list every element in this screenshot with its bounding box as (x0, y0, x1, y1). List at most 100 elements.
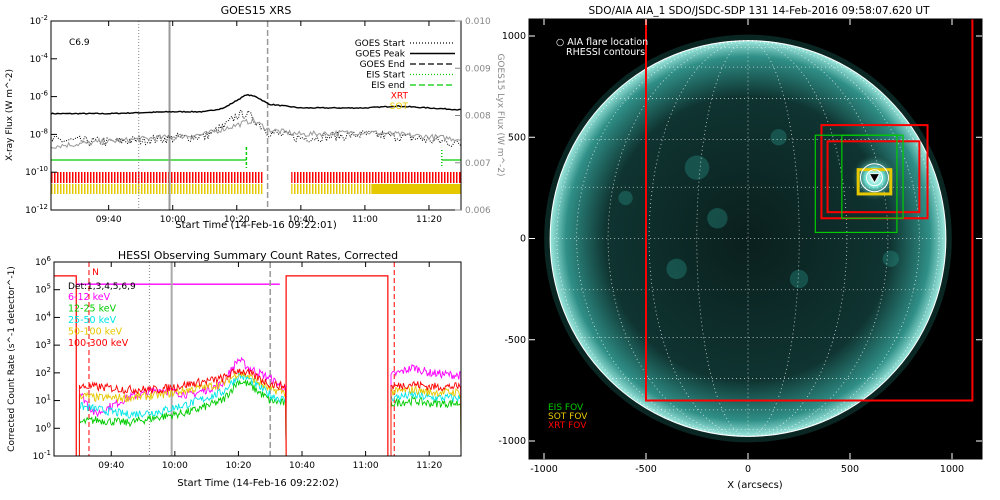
goes-curve-1 (51, 109, 461, 147)
aia-annotation-2: RHESSI contours (566, 47, 645, 58)
goes-legend-label: GOES Peak (355, 50, 405, 60)
hessi-y-tick-label: 102 (35, 366, 51, 379)
goes-y-tick-label: 10-2 (30, 14, 48, 27)
aia-y-tick-label: 500 (508, 132, 526, 143)
aia-active-region (666, 258, 687, 280)
hessi-legend-label: 6-12 keV (68, 292, 111, 303)
goes-x-axis-label: Start Time (14-Feb-16 09:22:01) (175, 220, 337, 231)
hessi-curve-4 (78, 368, 287, 456)
xrt-observation-strip (51, 172, 263, 183)
aia-active-region (789, 269, 809, 289)
hessi-y-axis-label: Corrected Count Rate (s^-1 detector^-1) (7, 266, 17, 452)
aia-y-tick-label: 0 (520, 234, 526, 245)
aia-fov-box-xrt (645, 19, 974, 402)
hessi-x-tick-label: 10:20 (225, 461, 251, 471)
aia-fov-box-xrt (826, 140, 921, 214)
hessi-curve-1 (390, 395, 461, 456)
hessi-layer: N (54, 262, 461, 456)
hessi-x-tick-label: 09:40 (98, 461, 124, 471)
aia-longitude-line (607, 40, 749, 437)
goes-legend-label: EIS end (371, 81, 405, 91)
hessi-curve-1 (78, 379, 287, 456)
aia-longitude-line (696, 40, 749, 437)
hessi-y-tick-label: 106 (35, 255, 51, 268)
aia-fov-legend-label: SOT FOV (548, 412, 588, 422)
goes-x-tick-label: 10:00 (160, 215, 186, 225)
aia-longitude-line (576, 40, 749, 437)
hessi-y-tick-label: 100 (35, 421, 51, 434)
sot-observation-strip (291, 184, 372, 194)
aia-active-region (707, 208, 728, 229)
aia-fov-box-eis (841, 134, 904, 219)
sot-observation-strip (371, 184, 461, 194)
aia-y-tick-label: -1000 (498, 436, 526, 447)
goes-legend-label: GOES Start (355, 39, 406, 49)
hessi-x-tick-label: 10:40 (289, 461, 315, 471)
goes-x-ticks: 09:40 10:00 10:20 10:40 11:00 11:20 (96, 21, 442, 225)
hessi-legend-label: 25-50 keV (68, 315, 117, 326)
goes-legend-label: XRT (391, 92, 409, 102)
hessi-curve-4 (390, 380, 461, 456)
aia-x-tick-label: 0 (745, 464, 751, 475)
aia-limb (549, 40, 947, 437)
goes-panel: GOES15 XRS 09:40 10:00 10:20 10:40 11:00 11:2… (5, 4, 505, 231)
goes-flare-class: C6.9 (69, 38, 90, 48)
goes-y2-tick-label: 0.010 (465, 17, 491, 27)
hessi-y-tick-label: 101 (35, 394, 51, 407)
goes-y-tick-label: 10-8 (30, 127, 48, 140)
aia-fov-legend-label: XRT FOV (548, 421, 587, 431)
hessi-legend-label: 12-25 keV (68, 304, 117, 315)
goes-layer (51, 21, 461, 210)
aia-longitude-line (747, 40, 920, 437)
hessi-night-bar (54, 275, 77, 456)
goes-y-tick-label: 10-12 (25, 203, 48, 216)
hessi-y-tick-label: 10-1 (33, 449, 51, 462)
goes-x-tick-label: 10:40 (288, 215, 314, 225)
aia-annotation-1: ○ AIA flare location (556, 37, 648, 48)
hessi-x-tick-label: 11:00 (353, 461, 379, 471)
aia-y-tick-label: -500 (504, 335, 526, 346)
goes-y2-ticks: 0.006 0.007 0.008 0.009 0.010 (455, 17, 491, 216)
goes-x-tick-label: 11:00 (352, 215, 378, 225)
goes-y2-tick-label: 0.006 (465, 206, 491, 216)
aia-x-axis-label: X (arcsecs) (727, 480, 783, 491)
goes-y-tick-label: 10-4 (30, 52, 49, 65)
hessi-curve-2 (390, 390, 461, 456)
hessi-x-tick-label: 11:20 (416, 461, 442, 471)
aia-panel: SDO/AIA AIA_1 SDO/JSDC-SDP 131 14-Feb-20… (498, 5, 983, 491)
hessi-detector-label: Det:1,3,4,5,6,9 (68, 282, 136, 292)
aia-y-ticks: 1000 500 0 -500 -1000 (498, 31, 982, 447)
aia-longitude-line (747, 40, 889, 437)
aia-longitude-line (747, 40, 848, 437)
goes-curve-0 (51, 93, 461, 115)
aia-layer (544, 19, 974, 443)
hessi-curve-2 (78, 372, 287, 456)
hessi-night-label: N (92, 268, 99, 278)
hessi-x-ticks: 09:40 10:00 10:20 10:40 11:00 11:20 (98, 262, 442, 471)
aia-longitude-line (648, 40, 749, 437)
goes-x-tick-label: 09:40 (96, 215, 122, 225)
goes-y2-tick-label: 0.007 (465, 159, 491, 169)
hessi-panel: HESSI Observing Summary Count Rates, Cor… (7, 249, 462, 489)
goes-y-tick-label: 10-10 (25, 165, 48, 178)
goes-y2-tick-label: 0.008 (465, 112, 491, 122)
hessi-legend-label: 50-100 keV (68, 327, 123, 338)
hessi-night-bar (285, 275, 389, 456)
hessi-x-tick-label: 10:00 (162, 461, 188, 471)
goes-legend-label: GOES End (360, 60, 405, 70)
hessi-curve-0 (78, 356, 287, 456)
hessi-y-tick-label: 104 (35, 310, 51, 323)
aia-active-region (770, 129, 787, 146)
goes-x-tick-label: 11:20 (416, 215, 442, 225)
hessi-y-ticks: 10-1 100 101 102 103 104 105 106 (33, 255, 60, 462)
aia-longitude-line (556, 40, 749, 437)
goes-curve-2 (51, 115, 461, 149)
aia-longitude-line (747, 40, 940, 437)
aia-longitude-line (747, 40, 800, 437)
aia-fov-legend-label: EIS FOV (548, 403, 584, 413)
hessi-curve-0 (390, 363, 461, 456)
goes-y-tick-label: 10-6 (30, 90, 49, 103)
